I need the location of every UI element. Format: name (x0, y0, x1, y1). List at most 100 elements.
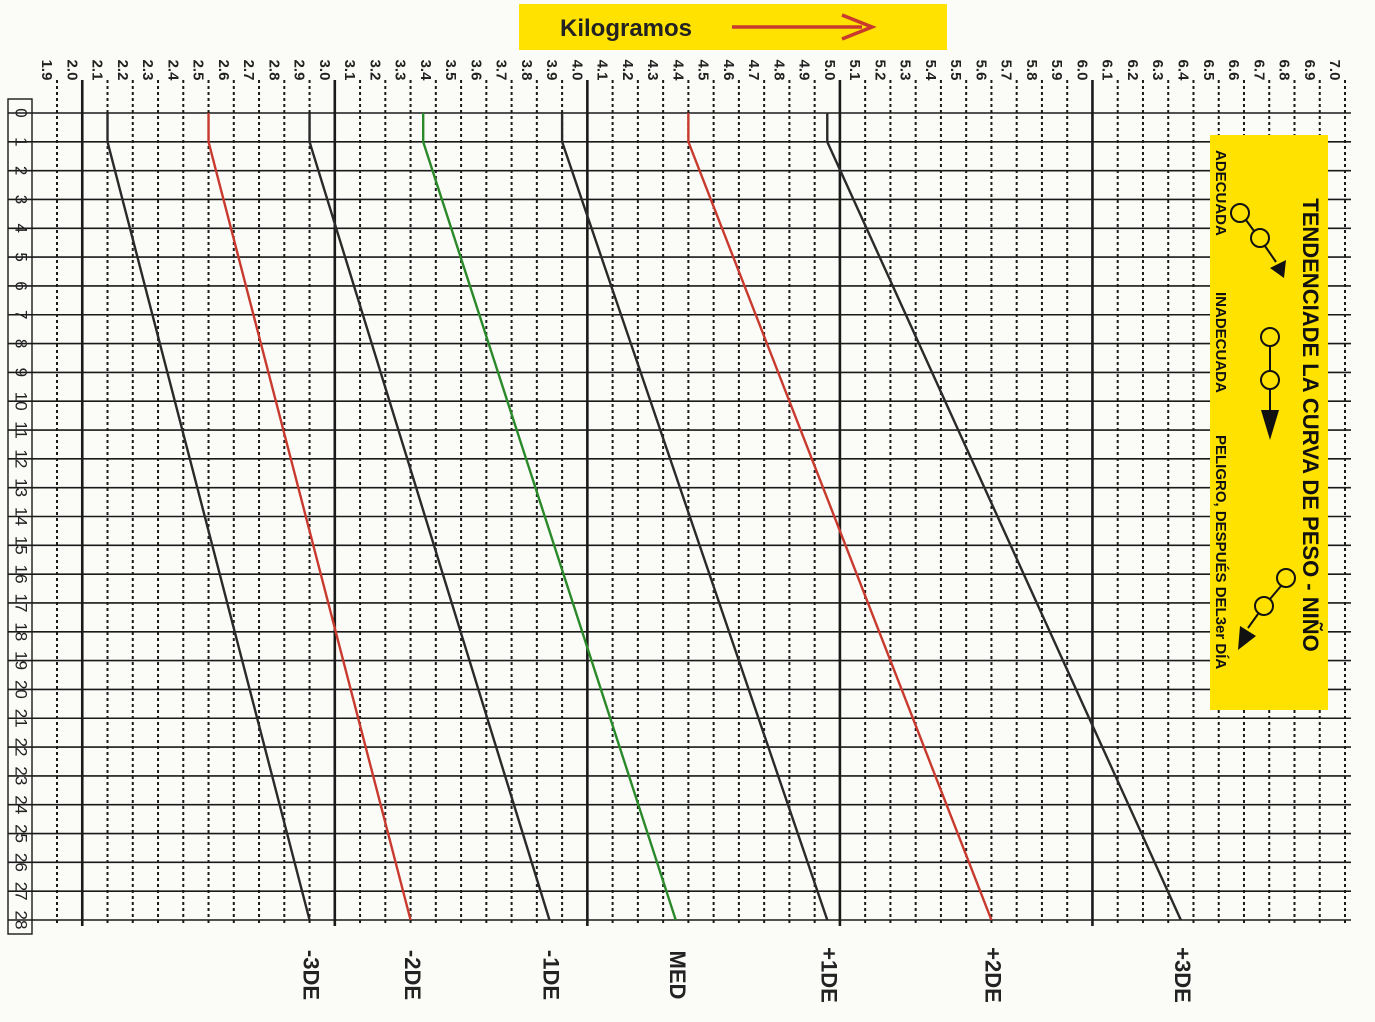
curve-label: +2DE (981, 947, 1006, 1003)
weight-tick-label: 2.9 (291, 60, 308, 81)
day-tick-label: 2 (12, 166, 31, 175)
curve-label: -1DE (539, 950, 564, 1000)
day-tick-label: 20 (12, 680, 31, 699)
trend-peligro-icon (1238, 626, 1256, 650)
curve-line (826, 113, 1182, 921)
weight-tick-label: 4.4 (669, 60, 686, 82)
day-tick-label: 25 (12, 824, 31, 843)
weight-tick-label: 3.4 (417, 60, 434, 82)
day-tick-label: 21 (12, 709, 31, 728)
curve-line (560, 113, 829, 921)
weight-tick-label: 6.8 (1276, 60, 1293, 81)
curve-label: MED (665, 951, 690, 1000)
weight-tick-label: 7.0 (1326, 60, 1343, 81)
percentile-curves (106, 113, 1182, 921)
weight-tick-label: 4.6 (720, 60, 737, 81)
day-tick-label: 0 (12, 108, 31, 117)
day-tick-label: 1 (12, 137, 31, 146)
day-label-column (7, 98, 33, 935)
curve-line (308, 113, 551, 921)
weight-tick-label: 4.1 (594, 60, 611, 81)
weight-tick-label: 5.5 (947, 60, 964, 81)
day-tick-label: 13 (12, 478, 31, 497)
weight-tick-label: 3.8 (518, 60, 535, 81)
day-tick-label: 11 (12, 421, 31, 439)
arrow-right-icon-head (841, 13, 877, 41)
day-tick-label: 10 (12, 392, 31, 411)
trend-inadecuada-icon (1261, 410, 1279, 440)
legend-item-label: ADECUADA (1212, 150, 1229, 236)
weight-tick-label: 6.4 (1175, 60, 1192, 82)
weight-tick-label: 5.3 (897, 60, 914, 81)
weight-tick-label: 3.5 (442, 60, 459, 81)
day-tick-label: 27 (12, 882, 31, 901)
curve-label: -2DE (400, 950, 425, 1000)
weight-tick-label: 6.2 (1124, 60, 1141, 81)
day-tick-label: 19 (12, 651, 31, 670)
weight-tick-label: 4.7 (745, 60, 762, 81)
day-tick-label: 24 (12, 795, 31, 814)
weight-tick-label: 5.7 (998, 60, 1015, 81)
day-tick-label: 26 (12, 853, 31, 872)
day-tick-label: 15 (12, 536, 31, 555)
trend-adecuada-icon (1264, 245, 1277, 263)
day-tick-label: 18 (12, 622, 31, 641)
trend-adecuada-icon (1270, 260, 1286, 278)
legend-item-label: INADECUADA (1212, 292, 1229, 393)
curve-labels: -3DE -2DE -1DE MED +1DE +2DE +3DE (299, 947, 1195, 1003)
weight-tick-label: 6.5 (1200, 60, 1217, 81)
curve-line (687, 113, 993, 921)
trend-legend-content: TENDENCIADE LA CURVA DE PESO - NIÑO ADECU… (1212, 150, 1323, 669)
day-tick-label: 16 (12, 565, 31, 584)
weight-tick-label: 2.8 (265, 60, 282, 81)
day-tick-label: 5 (12, 252, 31, 261)
trend-peligro-icon (1276, 568, 1296, 588)
day-tick-label: 7 (12, 310, 31, 319)
trend-peligro-icon (1269, 585, 1282, 600)
weight-tick-label: 3.2 (366, 60, 383, 81)
weight-tick-label: 4.3 (644, 60, 661, 81)
weight-tick-label: 6.3 (1149, 60, 1166, 81)
weight-tick-label: 4.0 (568, 60, 585, 81)
curve-label: -3DE (299, 950, 324, 1000)
curve-label: +3DE (1170, 947, 1195, 1003)
curve-line (106, 113, 311, 921)
weight-tick-label: 5.8 (1023, 60, 1040, 81)
weight-tick-label: 3.6 (467, 60, 484, 81)
curve-line (207, 113, 412, 921)
trend-peligro-icon (1254, 596, 1274, 616)
weight-tick-label: 5.4 (922, 60, 939, 82)
weight-tick-label: 4.9 (796, 60, 813, 81)
weight-tick-label: 2.4 (164, 60, 181, 82)
weight-tick-label: 5.0 (821, 60, 838, 81)
weight-tick-label: 3.0 (316, 60, 333, 81)
day-tick-label: 3 (12, 195, 31, 204)
weight-tick-label: 3.1 (341, 60, 358, 81)
weight-tick-label: 4.2 (619, 60, 636, 81)
weight-tick-label: 2.3 (139, 60, 156, 81)
curve-line (421, 113, 677, 921)
trend-adecuada-icon (1230, 203, 1250, 223)
weight-tick-label: 2.7 (240, 60, 257, 81)
day-tick-label: 14 (12, 507, 31, 526)
trend-adecuada-icon (1245, 219, 1255, 232)
weight-tick-label: 2.2 (114, 60, 131, 81)
day-tick-label: 22 (12, 738, 31, 757)
day-tick-label: 17 (12, 594, 31, 613)
day-tick-label: 4 (12, 224, 31, 233)
weight-tick-label: 6.0 (1073, 60, 1090, 81)
weight-tick-label: 6.6 (1225, 60, 1242, 81)
tick-labels: 1.9 2.0 2.1 2.2 2.3 2.4 2.5 2.6 2.7 2.8 2.9 3.0 3.1 3… (12, 60, 1344, 930)
trend-adecuada-icon (1250, 228, 1270, 248)
weight-tick-label: 3.3 (392, 60, 409, 81)
weight-tick-label: 4.5 (695, 60, 712, 81)
day-tick-label: 28 (12, 911, 31, 930)
weight-tick-label: 3.7 (493, 60, 510, 81)
day-tick-label: 23 (12, 766, 31, 785)
weight-tick-label: 6.7 (1250, 60, 1267, 81)
weight-tick-label: 2.5 (190, 60, 207, 81)
weight-tick-label: 6.1 (1099, 60, 1116, 81)
curve-label: +1DE (816, 947, 841, 1003)
day-tick-label: 12 (12, 449, 31, 468)
